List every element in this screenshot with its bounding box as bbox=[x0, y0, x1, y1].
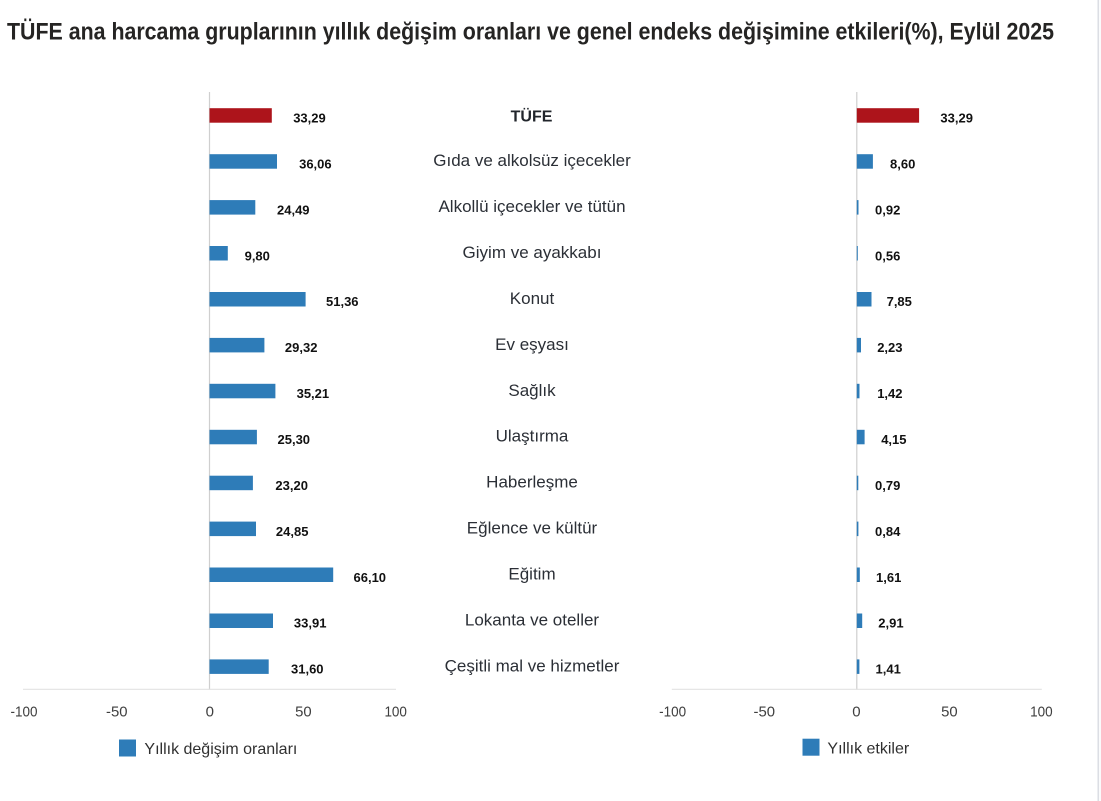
svg-text:33,29: 33,29 bbox=[293, 111, 326, 126]
svg-text:Konut: Konut bbox=[510, 289, 555, 308]
svg-text:-100: -100 bbox=[659, 704, 686, 721]
svg-text:Yıllık değişim oranları: Yıllık değişim oranları bbox=[144, 741, 297, 758]
svg-text:Yıllık etkiler: Yıllık etkiler bbox=[827, 741, 909, 758]
svg-text:100: 100 bbox=[384, 704, 407, 721]
svg-text:-50: -50 bbox=[754, 704, 776, 721]
svg-text:Çeşitli mal ve hizmetler: Çeşitli mal ve hizmetler bbox=[445, 656, 620, 675]
svg-text:Haberleşme: Haberleşme bbox=[486, 473, 578, 492]
svg-text:50: 50 bbox=[295, 704, 312, 721]
svg-text:9,80: 9,80 bbox=[245, 248, 270, 263]
svg-text:1,61: 1,61 bbox=[876, 570, 901, 585]
svg-text:TÜFE: TÜFE bbox=[511, 106, 553, 125]
svg-text:0,56: 0,56 bbox=[875, 248, 900, 263]
svg-text:4,15: 4,15 bbox=[881, 432, 906, 447]
svg-text:0,84: 0,84 bbox=[875, 524, 901, 539]
svg-text:Sağlık: Sağlık bbox=[508, 381, 556, 400]
svg-text:TÜFE ana harcama gruplarının y: TÜFE ana harcama gruplarının yıllık deği… bbox=[7, 19, 1054, 46]
svg-text:23,20: 23,20 bbox=[275, 478, 308, 493]
svg-text:Eğlence ve kültür: Eğlence ve kültür bbox=[467, 519, 598, 538]
svg-text:Lokanta ve oteller: Lokanta ve oteller bbox=[465, 610, 600, 629]
svg-text:51,36: 51,36 bbox=[326, 294, 359, 309]
svg-text:0,92: 0,92 bbox=[875, 202, 900, 217]
svg-text:Gıda ve alkolsüz içecekler: Gıda ve alkolsüz içecekler bbox=[433, 151, 631, 170]
svg-text:Eğitim: Eğitim bbox=[508, 565, 555, 584]
svg-text:0,79: 0,79 bbox=[875, 478, 900, 493]
svg-text:36,06: 36,06 bbox=[299, 156, 332, 171]
svg-text:Ev eşyası: Ev eşyası bbox=[495, 335, 569, 354]
svg-text:50: 50 bbox=[941, 704, 958, 721]
svg-text:7,85: 7,85 bbox=[887, 294, 912, 309]
svg-text:100: 100 bbox=[1030, 704, 1053, 721]
svg-text:Ulaştırma: Ulaştırma bbox=[496, 427, 569, 446]
svg-text:2,23: 2,23 bbox=[877, 340, 902, 355]
svg-text:1,41: 1,41 bbox=[876, 662, 901, 677]
svg-text:29,32: 29,32 bbox=[285, 340, 318, 355]
svg-text:-100: -100 bbox=[11, 704, 38, 721]
svg-text:0: 0 bbox=[852, 704, 860, 721]
svg-text:Alkollü içecekler ve tütün: Alkollü içecekler ve tütün bbox=[438, 197, 625, 216]
svg-text:-50: -50 bbox=[106, 704, 128, 721]
svg-text:1,42: 1,42 bbox=[877, 386, 902, 401]
svg-text:24,85: 24,85 bbox=[276, 524, 309, 539]
svg-text:31,60: 31,60 bbox=[291, 662, 324, 677]
svg-text:25,30: 25,30 bbox=[278, 432, 311, 447]
svg-text:33,91: 33,91 bbox=[294, 616, 327, 631]
svg-text:66,10: 66,10 bbox=[354, 570, 387, 585]
svg-text:33,29: 33,29 bbox=[940, 111, 973, 126]
svg-text:0: 0 bbox=[206, 704, 214, 721]
svg-text:35,21: 35,21 bbox=[297, 386, 330, 401]
svg-text:Giyim ve ayakkabı: Giyim ve ayakkabı bbox=[463, 243, 602, 262]
svg-text:2,91: 2,91 bbox=[878, 616, 903, 631]
svg-text:8,60: 8,60 bbox=[890, 156, 915, 171]
svg-text:24,49: 24,49 bbox=[277, 202, 310, 217]
